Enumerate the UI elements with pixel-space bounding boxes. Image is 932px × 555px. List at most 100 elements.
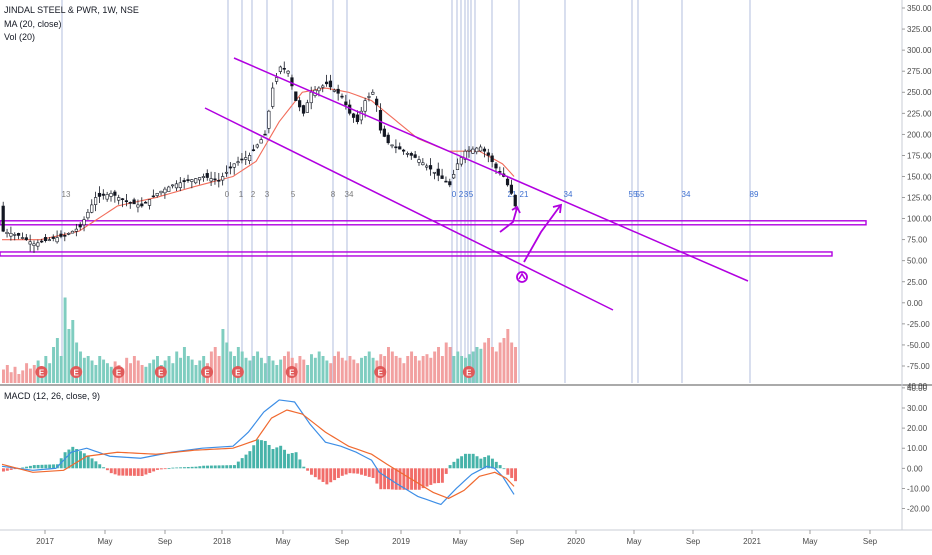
candle-body — [301, 105, 306, 114]
candle-body — [378, 110, 383, 131]
macd-histogram-bar — [494, 461, 498, 469]
candle-body — [440, 175, 444, 179]
earnings-marker[interactable] — [231, 366, 244, 378]
earnings-marker[interactable] — [201, 366, 214, 378]
support-band[interactable] — [0, 251, 833, 257]
candle-body — [332, 89, 336, 92]
candle-body — [409, 153, 413, 156]
candle-body — [432, 171, 437, 174]
volume-bar — [421, 356, 425, 383]
volume-bar — [125, 357, 129, 383]
earnings-marker[interactable] — [374, 366, 387, 378]
earnings-marker[interactable] — [462, 366, 475, 378]
macd-histogram-bar — [375, 468, 379, 484]
symbol-legend[interactable]: JINDAL STEEL & PWR, 1W, NSE — [4, 5, 139, 15]
macd-histogram-bar — [67, 449, 71, 469]
macd-line — [1, 399, 515, 506]
candle-body — [467, 149, 471, 152]
earnings-marker[interactable] — [154, 366, 167, 378]
volume-bar — [340, 357, 344, 383]
candle-body — [282, 67, 286, 70]
volume-bar — [48, 363, 52, 383]
earnings-label: E — [466, 369, 472, 378]
macd-histogram-bar — [179, 467, 183, 469]
candle-body — [290, 77, 294, 87]
macd-histogram-bar — [148, 468, 152, 473]
volume-bar — [510, 342, 514, 383]
macd-histogram-bar — [94, 461, 98, 469]
vol-legend[interactable]: Vol (20) — [4, 32, 36, 42]
candle-body — [5, 231, 9, 234]
candle-body — [117, 197, 121, 201]
price-tick-label: 225.00 — [907, 109, 932, 118]
price-tick-label: 250.00 — [907, 88, 932, 97]
earnings-label: E — [378, 369, 384, 378]
macd-histogram-bar — [371, 468, 375, 478]
candle-body — [452, 174, 456, 179]
macd-histogram-bar — [25, 466, 29, 469]
candle-body — [186, 179, 190, 181]
candle-body — [278, 66, 283, 72]
macd-histogram-bar — [132, 468, 136, 476]
candle-body — [82, 219, 86, 226]
macd-histogram-bar — [317, 468, 321, 480]
candle-body — [444, 180, 448, 183]
macd-histogram-bar — [163, 468, 167, 470]
volume-bar — [82, 357, 86, 383]
candle-body — [294, 91, 298, 101]
target-circle-icon[interactable] — [516, 271, 528, 283]
candle-body — [74, 228, 78, 232]
candle-body — [221, 176, 225, 181]
channel-upper-line[interactable] — [233, 57, 749, 282]
candle-body — [248, 155, 252, 161]
macd-histogram-bar — [44, 464, 48, 469]
candle-body — [463, 150, 467, 160]
ma-legend[interactable]: MA (20, close) — [4, 19, 62, 29]
volume-bar — [275, 365, 279, 383]
candle-body — [90, 204, 94, 213]
macd-histogram-bar — [360, 468, 363, 475]
volume-bar — [144, 366, 148, 383]
macd-histogram-bar — [390, 468, 394, 490]
earnings-marker[interactable] — [35, 366, 48, 378]
time-tick-label: May — [626, 537, 641, 546]
candle-body — [28, 241, 32, 245]
candle-body — [351, 113, 356, 118]
macd-histogram-bar — [363, 468, 367, 476]
channel-lower-line[interactable] — [204, 107, 614, 311]
volume-bar — [229, 351, 233, 383]
earnings-marker[interactable] — [285, 366, 298, 378]
arrowhead-short — [511, 205, 521, 214]
macd-histogram-bar — [506, 468, 510, 475]
volume-bar — [213, 347, 217, 383]
macd-histogram-bar — [437, 468, 440, 484]
earnings-marker[interactable] — [70, 366, 83, 378]
macd-histogram-bar — [109, 468, 113, 474]
candle-body — [513, 194, 517, 207]
macd-histogram-bar — [348, 468, 352, 474]
projection-arrow-short[interactable] — [499, 207, 518, 233]
macd-histogram-bar — [367, 468, 371, 477]
candle-body — [20, 237, 25, 239]
macd-tick-label: 0.00 — [907, 464, 923, 473]
candle-body — [55, 237, 59, 243]
candle-body — [43, 237, 48, 241]
macd-histogram-bar — [283, 449, 286, 469]
candle-body — [178, 182, 182, 188]
projection-arrow-long[interactable] — [523, 205, 561, 263]
volume-bar — [356, 363, 360, 383]
volume-bar — [182, 347, 186, 383]
candle-body — [155, 193, 159, 196]
earnings-label: E — [289, 369, 295, 378]
candle-body — [271, 87, 275, 107]
candle-body — [86, 211, 90, 219]
earnings-marker[interactable] — [112, 366, 125, 378]
macd-histogram-bar — [256, 439, 260, 469]
candle-body — [132, 199, 136, 205]
candle-body — [475, 147, 479, 153]
volume-bar — [333, 356, 337, 383]
macd-tick-label: -20.00 — [907, 505, 930, 514]
macd-histogram-bar — [140, 468, 144, 477]
macd-legend[interactable]: MACD (12, 26, close, 9) — [4, 391, 101, 401]
